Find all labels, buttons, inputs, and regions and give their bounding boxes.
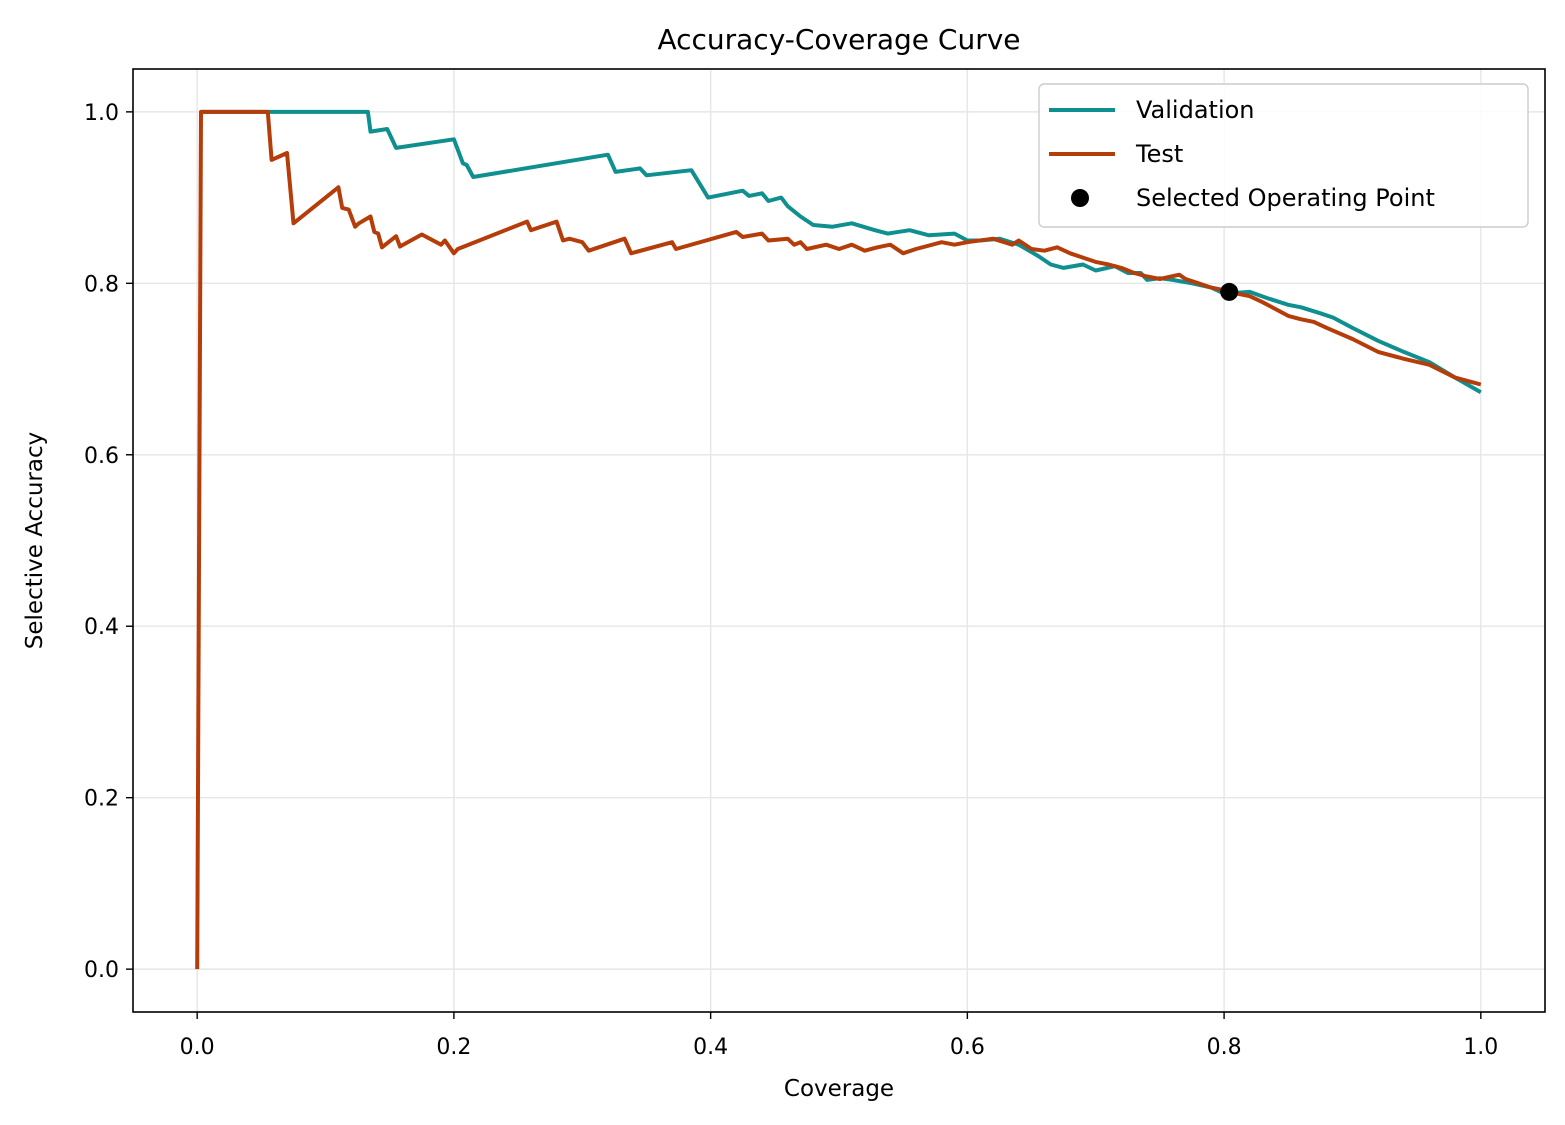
y-tick-label: 0.8 — [84, 272, 119, 297]
x-tick-label: 0.2 — [436, 1035, 471, 1060]
x-tick-label: 0.4 — [693, 1035, 728, 1060]
x-axis-title: Coverage — [784, 1076, 894, 1102]
selected-operating-point — [1220, 282, 1239, 301]
legend-swatch — [1071, 189, 1089, 207]
legend-label: Selected Operating Point — [1136, 184, 1435, 212]
legend-label: Validation — [1136, 96, 1255, 124]
y-tick-label: 0.0 — [84, 958, 119, 983]
y-tick-label: 0.2 — [84, 787, 119, 812]
plot-frame — [132, 68, 1546, 1013]
y-axis-title: Selective Accuracy — [22, 432, 48, 649]
y-axis: 0.0 0.2 0.4 0.6 0.8 1.0 — [84, 101, 133, 983]
series-layer — [195, 109, 1482, 970]
y-tick-label: 0.6 — [84, 444, 119, 469]
x-tick-label: 0.0 — [180, 1035, 215, 1060]
x-tick-label: 0.6 — [950, 1035, 985, 1060]
legend: Validation Test Selected Operating Point — [1038, 83, 1529, 228]
legend-box — [1038, 83, 1529, 228]
series-line-validation — [201, 109, 1482, 394]
series-line-test — [195, 109, 1482, 970]
chart-title: Accuracy-Coverage Curve — [657, 23, 1020, 56]
legend-label: Test — [1135, 140, 1183, 168]
x-tick-label: 1.0 — [1463, 1035, 1498, 1060]
y-tick-label: 0.4 — [84, 615, 119, 640]
y-tick-label: 1.0 — [84, 101, 119, 126]
points-layer — [1220, 282, 1239, 301]
x-axis: 0.0 0.2 0.4 0.6 0.8 1.0 — [180, 1012, 1498, 1060]
x-tick-label: 0.8 — [1207, 1035, 1242, 1060]
